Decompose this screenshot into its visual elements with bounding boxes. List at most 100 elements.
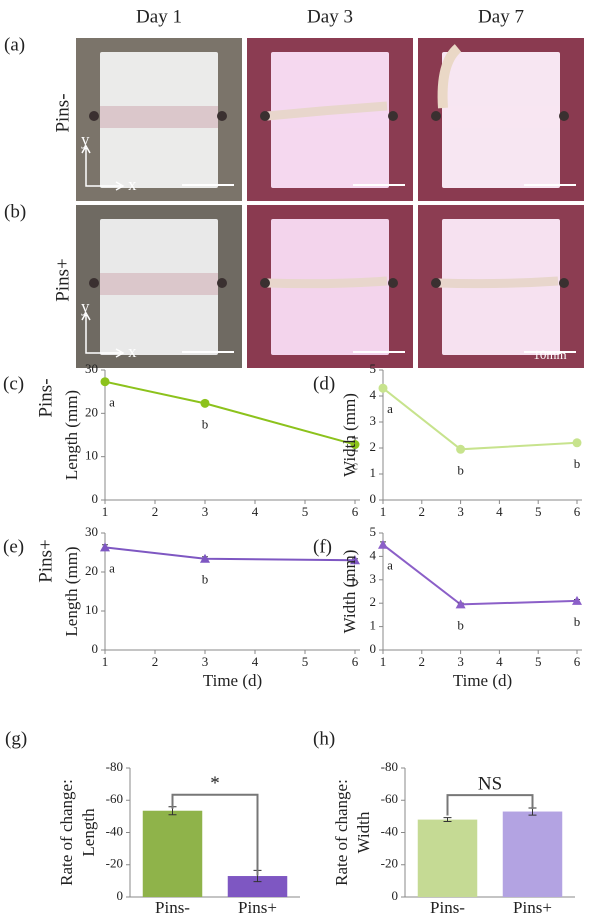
y-tick-label: 3 <box>370 571 377 586</box>
pin <box>431 111 441 121</box>
y-tick-label: 0 <box>392 888 399 903</box>
pin <box>260 111 270 121</box>
x-tick-label: 1 <box>102 504 109 519</box>
y-tick-label: 3 <box>370 413 377 428</box>
line <box>383 388 577 449</box>
panel-label: (d) <box>313 373 335 394</box>
x-tick-label: 2 <box>152 654 159 669</box>
y-tick-label: -80 <box>381 759 398 774</box>
y-tick-label: 4 <box>370 547 377 562</box>
x-tick-label: Pins- <box>155 898 190 917</box>
column-header: Day 3 <box>307 6 353 27</box>
x-tick-label: 6 <box>574 654 581 669</box>
row-label: Pins- <box>52 93 73 132</box>
x-tick-label: 5 <box>302 504 309 519</box>
row-label: Pins- <box>35 378 56 417</box>
x-tick-label: 2 <box>419 654 426 669</box>
column-header: Day 1 <box>136 6 182 27</box>
line <box>383 545 577 605</box>
axis-letter: y <box>81 130 90 149</box>
y-tick-label: 5 <box>370 524 377 539</box>
marker <box>573 438 582 447</box>
x-tick-label: 1 <box>102 654 109 669</box>
y-tick-label: 0 <box>117 888 124 903</box>
fiber-band <box>442 106 560 128</box>
x-tick-label: 1 <box>380 654 387 669</box>
panel-label: (g) <box>5 728 27 749</box>
panel-label: (c) <box>3 373 24 394</box>
y-tick-label: 10 <box>85 602 98 617</box>
marker <box>456 445 465 454</box>
y-axis-label: Rate of change: <box>57 779 76 886</box>
row-label: Pins+ <box>52 258 73 301</box>
x-tick-label: Pins+ <box>513 898 552 917</box>
x-axis-label: Time (d) <box>203 671 262 690</box>
panel-label: (e) <box>3 536 24 557</box>
x-tick-label: 2 <box>419 504 426 519</box>
y-tick-label: 4 <box>370 387 377 402</box>
x-tick-label: 6 <box>352 654 359 669</box>
y-tick-label: -60 <box>106 791 123 806</box>
y-tick-label: 1 <box>370 618 377 633</box>
y-tick-label: 10 <box>85 448 98 463</box>
significance-letter: b <box>574 456 581 471</box>
y-tick-label: 30 <box>85 361 98 376</box>
bar <box>418 820 478 897</box>
significance-letter: a <box>387 401 393 416</box>
fiber <box>438 281 558 284</box>
fiber <box>267 281 387 284</box>
x-tick-label: 5 <box>535 654 542 669</box>
significance-letter: b <box>574 614 581 629</box>
x-tick-label: Pins- <box>430 898 465 917</box>
x-tick-label: 4 <box>252 504 259 519</box>
x-tick-label: 6 <box>352 504 359 519</box>
y-axis-label: Length (mm) <box>62 546 81 636</box>
x-tick-label: 5 <box>535 504 542 519</box>
y-tick-label: -60 <box>381 791 398 806</box>
y-tick-label: -80 <box>106 759 123 774</box>
y-tick-label: 0 <box>92 641 99 656</box>
significance-letter: a <box>109 395 115 410</box>
y-tick-label: 0 <box>370 491 377 506</box>
significance-letter: b <box>457 617 464 632</box>
panel-label: (h) <box>313 728 335 749</box>
y-tick-label: 20 <box>85 404 98 419</box>
y-tick-label: -20 <box>381 856 398 871</box>
fiber-band <box>100 273 218 295</box>
axis-letter: x <box>128 175 137 194</box>
y-tick-label: -40 <box>106 823 123 838</box>
bar <box>143 811 203 897</box>
marker <box>101 377 110 386</box>
y-axis-label: Rate of change: <box>332 779 351 886</box>
panel-label: (b) <box>4 201 26 222</box>
marker <box>378 540 388 549</box>
x-tick-label: 1 <box>380 504 387 519</box>
pin <box>559 278 569 288</box>
panel-label: (a) <box>4 34 25 55</box>
significance-letter: b <box>202 572 209 587</box>
pin <box>89 278 99 288</box>
y-tick-label: 20 <box>85 563 98 578</box>
marker <box>201 399 210 408</box>
x-tick-label: 4 <box>496 654 503 669</box>
pin <box>388 111 398 121</box>
row-label: Pins+ <box>35 539 56 582</box>
column-header: Day 7 <box>478 6 524 27</box>
x-tick-label: 4 <box>496 504 503 519</box>
pin <box>217 111 227 121</box>
panel-label: (f) <box>313 536 332 557</box>
y-axis-label: Width <box>354 811 373 853</box>
figure: Day 1Day 3Day 7(a)Pins-yx(b)Pins+yx10mm … <box>0 0 603 917</box>
y-tick-label: 2 <box>370 439 377 454</box>
y-tick-label: 2 <box>370 594 377 609</box>
y-tick-label: 0 <box>370 641 377 656</box>
y-tick-label: 30 <box>85 524 98 539</box>
fiber-band <box>100 106 218 128</box>
x-tick-label: 2 <box>152 504 159 519</box>
bar <box>503 812 563 897</box>
y-tick-label: 0 <box>92 491 99 506</box>
y-tick-label: 1 <box>370 465 377 480</box>
significance-letter: a <box>109 560 115 575</box>
x-tick-label: 4 <box>252 654 259 669</box>
